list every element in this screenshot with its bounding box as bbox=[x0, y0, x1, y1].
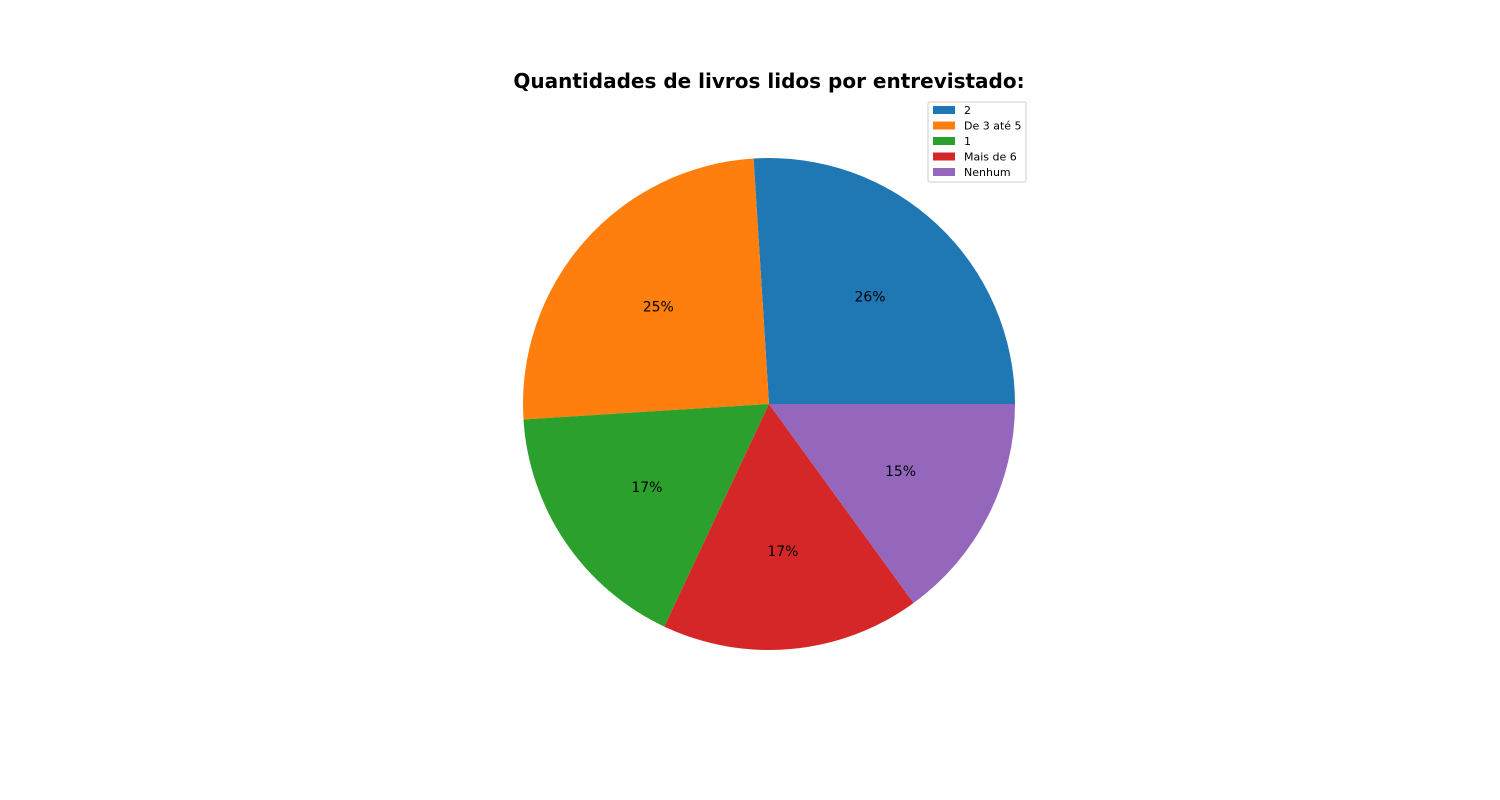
legend-swatch-4 bbox=[933, 152, 955, 161]
slice-percentage-label-2: 25% bbox=[643, 299, 674, 315]
pie-slice-5 bbox=[769, 404, 1015, 604]
legend-swatch-1 bbox=[933, 106, 955, 114]
slice-percentage-label-4: 17% bbox=[767, 544, 798, 560]
legend: 2 De 3 até 5 1 Mais de 6 Nenhum bbox=[927, 101, 1027, 183]
legend-swatch-5 bbox=[933, 168, 955, 176]
legend-label-5: Nenhum bbox=[964, 166, 1011, 179]
slice-percentage-label-1: 26% bbox=[854, 289, 885, 305]
pie-slices bbox=[523, 158, 1015, 651]
pie-slice-2 bbox=[523, 158, 769, 420]
pie-slice-1 bbox=[753, 158, 1015, 404]
legend-swatch-3 bbox=[933, 137, 955, 145]
chart-title: Quantidades de livros lidos por entrevis… bbox=[513, 69, 1024, 93]
pie-slice-4 bbox=[664, 404, 914, 651]
legend-label-4: Mais de 6 bbox=[964, 151, 1017, 164]
legend-label-1: 2 bbox=[964, 104, 971, 117]
legend-label-2: De 3 até 5 bbox=[964, 120, 1022, 133]
percentage-labels: 26% 25% 17% 17% 15% bbox=[631, 289, 916, 560]
pie-slice-3 bbox=[523, 404, 769, 627]
legend-label-3: 1 bbox=[964, 135, 971, 148]
slice-percentage-label-5: 15% bbox=[885, 464, 916, 480]
slice-percentage-label-3: 17% bbox=[631, 480, 662, 496]
legend-swatch-2 bbox=[933, 121, 955, 130]
